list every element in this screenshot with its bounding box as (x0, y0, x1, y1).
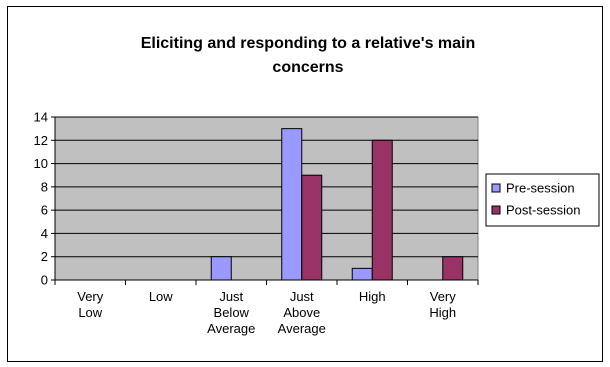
y-tick-label: 2 (41, 249, 48, 264)
x-category-label: Low (149, 289, 173, 304)
bar-post-session (301, 174, 323, 281)
y-tick-label: 6 (41, 203, 48, 218)
y-tick-label: 0 (41, 273, 48, 288)
bar-pre-session (281, 128, 303, 281)
y-tick-label: 14 (34, 110, 48, 125)
x-category-label: High (359, 289, 386, 304)
bar-pre-session (351, 267, 373, 281)
bar-post-session (442, 256, 464, 281)
x-category-label: Just Above Average (278, 289, 326, 336)
y-tick-label: 10 (34, 156, 48, 171)
y-tick-label: 12 (34, 133, 48, 148)
x-category-label: Very High (429, 289, 456, 320)
chart-title-line: concerns (272, 59, 343, 76)
y-axis-ticks: 0 2 4 6 8 10 12 14 (34, 110, 55, 288)
legend-swatch (491, 183, 501, 193)
chart-title-line: Eliciting and responding to a relative's… (141, 35, 476, 52)
bar-post-session (371, 139, 393, 281)
y-tick-label: 8 (41, 179, 48, 194)
axes (54, 117, 479, 285)
bars (210, 128, 464, 281)
x-axis-labels: Very Low Low Just Below Average Just Above Avera… (77, 289, 456, 336)
legend-box (485, 173, 600, 227)
legend-label: Pre-session (506, 181, 575, 196)
legend-label: Post-session (506, 203, 580, 218)
chart-frame: Eliciting and responding to a relative's… (7, 6, 603, 362)
y-tick-label: 4 (41, 226, 48, 241)
bar-pre-session (210, 256, 232, 281)
gridlines (55, 116, 478, 258)
x-category-label: Very Low (77, 289, 104, 320)
bar-chart: Eliciting and responding to a relative's… (34, 35, 600, 336)
legend: Pre-session Post-session (485, 173, 600, 227)
plot-area (54, 116, 479, 281)
legend-swatch (491, 205, 501, 215)
x-category-label: Just Below Average (207, 289, 255, 336)
chart-title: Eliciting and responding to a relative's… (141, 35, 476, 76)
